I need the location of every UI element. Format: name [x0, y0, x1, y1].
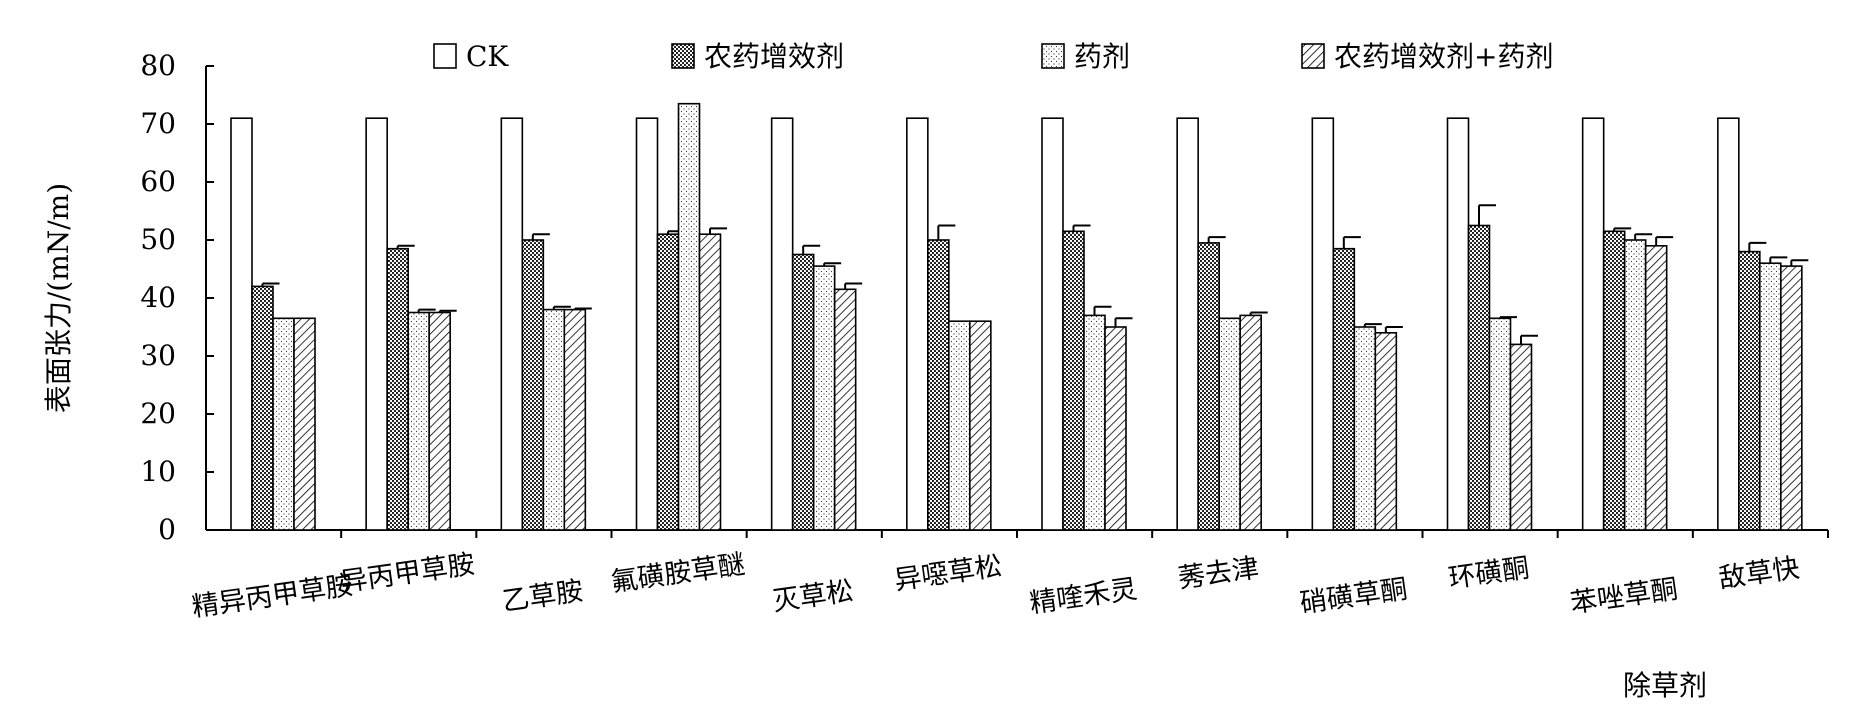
y-tick-label: 0: [158, 513, 176, 546]
bar-2: [251, 285, 274, 531]
legend-label: CK: [466, 40, 509, 73]
y-tick-label: 40: [140, 281, 176, 314]
y-tick-label: 10: [140, 455, 176, 488]
bar-2: [1197, 242, 1220, 531]
axes: [205, 65, 1829, 538]
bar-2: [656, 233, 680, 531]
bar-4: [1644, 245, 1668, 531]
bar-1: [365, 117, 388, 531]
x-tick-label: 精异丙甲草胺: [190, 570, 355, 623]
x-tick-label: 异噁草松: [893, 551, 1004, 597]
y-tick-label: 20: [140, 397, 176, 430]
x-tick-label: 精喹禾灵: [1028, 574, 1139, 620]
legend-label: 农药增效剂+药剂: [1334, 40, 1553, 73]
bar-2: [521, 239, 545, 531]
x-tick-label: 灭草松: [771, 576, 856, 618]
bars: [230, 102, 1809, 531]
x-tick-label: 莠去津: [1176, 553, 1261, 595]
bar-1: [1717, 117, 1740, 531]
y-tick-label: 70: [140, 107, 176, 140]
x-tick-label: 乙草胺: [500, 576, 585, 618]
bar-1: [1041, 117, 1064, 531]
y-tick-label: 30: [140, 339, 176, 372]
bar-2: [791, 253, 815, 531]
bar-1: [770, 117, 794, 531]
x-tick-label: 氟磺胺草醚: [609, 549, 747, 598]
x-tick-label: 苯唑草酮: [1568, 574, 1679, 620]
bar-1: [1176, 117, 1199, 531]
bar-2: [1602, 230, 1626, 531]
bar-2: [1062, 230, 1085, 531]
bar-1: [635, 117, 659, 531]
bar-1: [500, 117, 524, 531]
bar-4: [833, 288, 857, 531]
bar-2: [1332, 247, 1356, 531]
x-tick-label: 异丙甲草胺: [339, 549, 477, 598]
y-tick-label: 60: [140, 165, 176, 198]
bar-1: [1311, 117, 1335, 531]
legend-swatch: [671, 43, 695, 69]
bar-1: [1446, 117, 1470, 531]
y-tick-label: 50: [140, 223, 176, 256]
bar-3: [948, 320, 971, 531]
bar-3: [542, 308, 566, 531]
bar-3: [1488, 317, 1512, 531]
bar-4: [1104, 326, 1127, 531]
x-tick-label: 环磺酮: [1447, 553, 1532, 595]
x-tick-label: 敌草快: [1717, 553, 1802, 595]
bar-1: [1581, 117, 1605, 531]
bar-3: [1218, 317, 1241, 531]
bar-4: [1780, 265, 1803, 531]
legend-swatch: [1301, 43, 1325, 69]
bar-3: [1353, 326, 1377, 531]
legend-swatch: [1041, 43, 1065, 69]
legend-label: 农药增效剂: [704, 40, 844, 73]
bar-3: [677, 102, 701, 531]
bar-3: [1623, 239, 1647, 531]
bar-3: [812, 265, 836, 531]
bar-3: [1759, 262, 1782, 531]
y-axis-title: 表面张力/(mN/m): [42, 183, 75, 413]
bar-4: [293, 317, 316, 531]
bar-2: [1738, 250, 1761, 531]
bar-4: [1239, 314, 1262, 531]
x-tick-label: 硝磺草酮: [1298, 574, 1409, 620]
y-tick-label: 80: [140, 49, 176, 82]
bar-2: [927, 239, 950, 531]
legend: CK 农药增效剂 药剂 农药增效剂+药剂: [433, 40, 1553, 73]
bar-4: [428, 311, 451, 531]
legend-swatch: [433, 43, 457, 69]
bar-2: [386, 247, 409, 531]
legend-label: 药剂: [1074, 40, 1130, 73]
bar-4: [563, 308, 587, 531]
bar-3: [272, 317, 295, 531]
bar-3: [1083, 314, 1106, 531]
bar-1: [906, 117, 929, 531]
bar-1: [230, 117, 253, 531]
bar-4: [1509, 343, 1533, 531]
bar-4: [969, 320, 992, 531]
bar-4: [1374, 331, 1398, 531]
bar-2: [1467, 224, 1491, 531]
bar-4: [698, 233, 722, 531]
x-axis-title: 除草剂: [1623, 669, 1707, 702]
bar-3: [407, 311, 430, 531]
